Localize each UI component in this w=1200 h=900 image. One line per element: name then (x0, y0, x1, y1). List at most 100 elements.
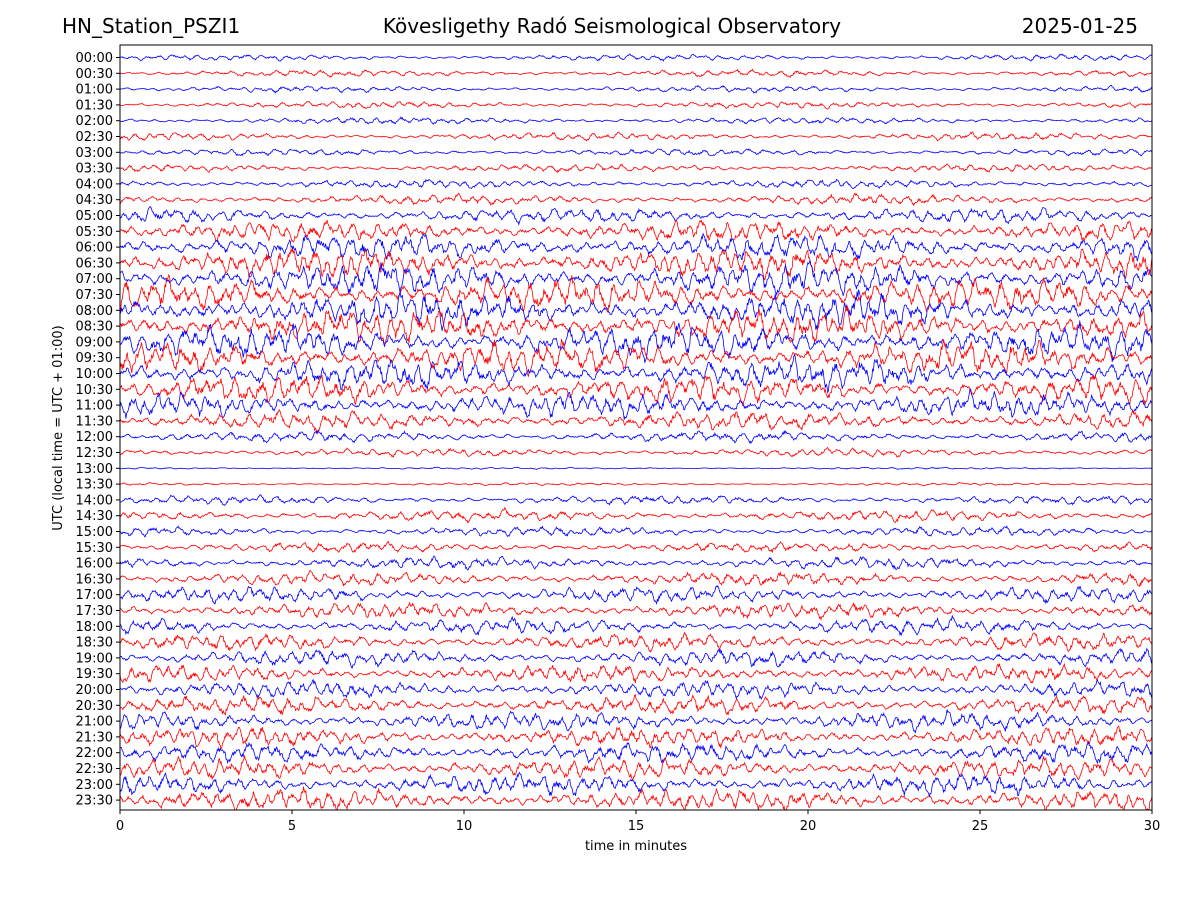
y-tick-label: 16:30 (76, 572, 113, 587)
seismic-trace (120, 506, 1152, 525)
y-tick-label: 21:00 (76, 715, 113, 730)
y-tick-label: 00:30 (76, 67, 113, 82)
seismic-trace (120, 178, 1152, 190)
y-tick-label: 01:30 (76, 98, 113, 113)
y-tick-label: 11:00 (76, 399, 113, 414)
seismic-trace (120, 116, 1152, 125)
y-tick-label: 12:00 (76, 430, 113, 445)
x-axis: 0 5 10 15 20 25 30 (116, 810, 1160, 834)
y-tick-label: 11:30 (76, 414, 113, 429)
y-tick-label: 05:30 (76, 225, 113, 240)
y-tick-label: 21:30 (76, 730, 113, 745)
x-tick-label: 20 (800, 819, 817, 834)
y-tick-label: 03:30 (76, 162, 113, 177)
seismic-trace (120, 494, 1152, 506)
seismic-trace (120, 525, 1152, 538)
y-tick-label: 16:00 (76, 557, 113, 572)
y-tick-label: 13:00 (76, 462, 113, 477)
y-tick-label: 04:30 (76, 193, 113, 208)
y-tick-label: 10:00 (76, 367, 113, 382)
y-tick-label: 23:00 (76, 778, 113, 793)
y-axis-label: UTC (local time = UTC + 01:00) (51, 325, 66, 530)
y-tick-label: 15:00 (76, 525, 113, 540)
y-tick-label: 07:30 (76, 288, 113, 303)
y-tick-label: 20:30 (76, 699, 113, 714)
y-tick-label: 08:30 (76, 320, 113, 335)
seismic-trace (120, 232, 1152, 262)
x-tick-label: 0 (116, 819, 124, 834)
seismic-trace (120, 289, 1152, 331)
y-tick-label: 10:30 (76, 383, 113, 398)
seismic-trace (120, 482, 1152, 487)
seismic-trace (120, 647, 1152, 669)
seismic-trace (120, 614, 1152, 637)
y-tick-label: 09:30 (76, 351, 113, 366)
y-tick-label: 14:30 (76, 509, 113, 524)
seismic-trace (120, 84, 1152, 94)
seismic-trace (120, 374, 1152, 407)
y-tick-label: 02:00 (76, 114, 113, 129)
seismic-trace (120, 631, 1152, 653)
x-tick-label: 25 (972, 819, 989, 834)
seismic-trace (120, 68, 1152, 78)
seismic-trace (120, 53, 1152, 62)
seismic-trace (120, 305, 1152, 345)
y-tick-label: 02:30 (76, 130, 113, 145)
seismic-trace (120, 755, 1152, 781)
seismic-trace (120, 148, 1152, 157)
x-tick-label: 5 (288, 819, 296, 834)
x-tick-label: 30 (1144, 819, 1161, 834)
x-axis-label: time in minutes (585, 839, 687, 854)
y-tick-label: 09:00 (76, 335, 113, 350)
y-tick-label: 13:30 (76, 478, 113, 493)
seismic-trace (120, 741, 1152, 765)
y-axis: 00:0000:3001:0001:3002:0002:3003:0003:30… (76, 51, 120, 809)
y-tick-label: 12:30 (76, 446, 113, 461)
seismic-trace (120, 247, 1152, 281)
y-tick-label: 20:00 (76, 683, 113, 698)
y-tick-label: 18:00 (76, 620, 113, 635)
y-tick-label: 17:30 (76, 604, 113, 619)
seismic-trace (120, 131, 1152, 142)
y-tick-label: 03:00 (76, 146, 113, 161)
seismic-trace (120, 163, 1152, 173)
seismic-trace (120, 693, 1152, 717)
x-tick-label: 10 (456, 819, 473, 834)
y-tick-label: 07:00 (76, 272, 113, 287)
y-tick-label: 01:00 (76, 83, 113, 98)
seismic-trace (120, 662, 1152, 684)
x-tick-label: 15 (628, 819, 645, 834)
seismic-trace (120, 206, 1152, 226)
seismic-trace (120, 540, 1152, 554)
y-tick-label: 08:00 (76, 304, 113, 319)
seismic-trace (120, 771, 1152, 798)
seismic-trace (120, 569, 1152, 588)
station-name: HN_Station_PSZI1 (62, 14, 241, 38)
seismic-trace (120, 192, 1152, 207)
seismic-trace (120, 786, 1152, 810)
y-tick-label: 06:30 (76, 256, 113, 271)
seismic-trace (120, 387, 1152, 420)
y-tick-label: 23:30 (76, 794, 113, 809)
y-tick-label: 04:00 (76, 177, 113, 192)
seismic-trace (120, 709, 1152, 734)
seismic-trace (120, 408, 1152, 435)
y-tick-label: 00:00 (76, 51, 113, 66)
seismic-trace (120, 466, 1152, 470)
y-tick-label: 19:30 (76, 667, 113, 682)
seismic-trace (120, 678, 1152, 701)
y-tick-label: 22:30 (76, 762, 113, 777)
y-tick-label: 05:00 (76, 209, 113, 224)
y-tick-label: 17:00 (76, 588, 113, 603)
observatory-title: Kövesligethy Radó Seismological Observat… (382, 14, 842, 38)
seismic-trace (120, 260, 1152, 297)
date-label: 2025-01-25 (1021, 14, 1138, 38)
y-tick-label: 15:30 (76, 541, 113, 556)
y-tick-label: 22:00 (76, 746, 113, 761)
seismic-trace (120, 101, 1152, 110)
seismic-trace (120, 555, 1152, 571)
seismic-trace (120, 273, 1152, 313)
y-tick-label: 19:00 (76, 651, 113, 666)
seismic-trace (120, 219, 1152, 244)
seismic-trace (120, 320, 1152, 363)
